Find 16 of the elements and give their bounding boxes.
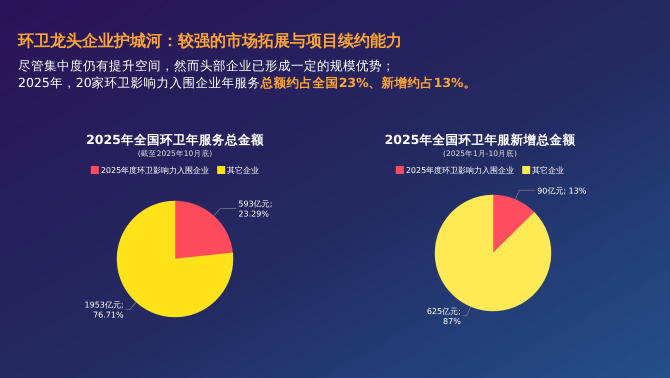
text: 尽管集中度仍有提升空间，然而头部企业已形成一定的规模优势； xyxy=(18,58,395,73)
data-label: 593亿元; 23.29% xyxy=(238,199,272,218)
data-label: 625亿元; 87% xyxy=(426,306,462,326)
legend-label: 其它企业 xyxy=(227,166,260,175)
data-label: 1953亿元; 76.71% xyxy=(84,300,124,320)
text: 总额约占全国23%、新增约占13%。 xyxy=(260,75,477,90)
chart-title: 2025年全国环卫年服新增总金额 xyxy=(384,132,576,147)
legend-label: 2025年度环卫影响力入围企业 xyxy=(406,166,514,175)
legend-label: 其它企业 xyxy=(532,166,564,175)
legend-label: 2025年度环卫影响力入围企业 xyxy=(100,166,210,175)
text: 环卫龙头企业护城河：较强的市场拓展与项目续约能力 xyxy=(17,31,402,50)
chart-title: 2025年全国环卫年服务总金额 xyxy=(86,132,265,147)
pie-slice xyxy=(174,200,233,260)
data-label: 90亿元; 13% xyxy=(537,186,587,196)
text: 2025年，20家环卫影响力入围企业年服务 xyxy=(18,75,261,90)
pie-slice xyxy=(492,194,534,254)
